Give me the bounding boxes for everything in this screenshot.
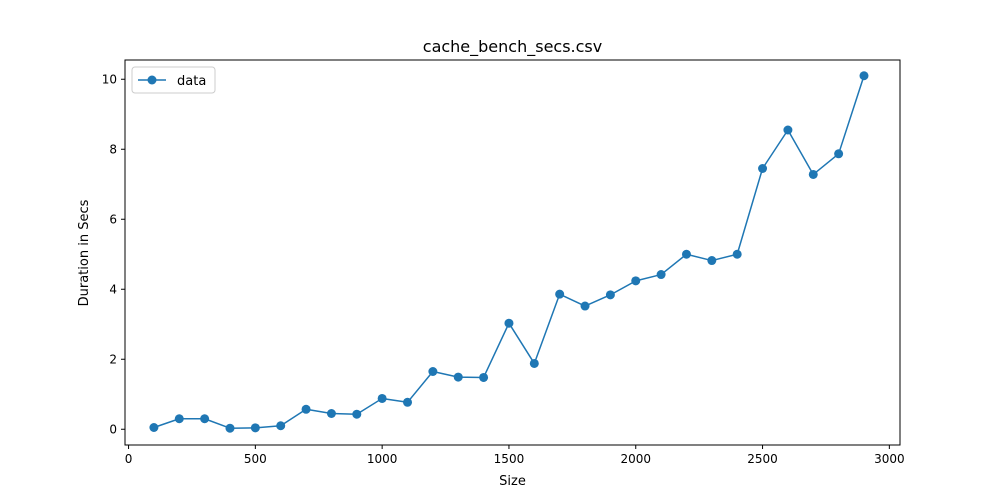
data-point bbox=[403, 397, 413, 407]
data-point bbox=[326, 409, 336, 418]
data-point bbox=[200, 414, 210, 424]
data-point bbox=[225, 423, 235, 433]
x-axis-label: Size bbox=[499, 474, 526, 489]
plot-area: 0 500 1000 1500 2000 2500 3000 0 2 4 6 8 10 bbox=[102, 59, 905, 466]
y-tick-label: 4 bbox=[109, 282, 117, 296]
data-point bbox=[174, 414, 184, 424]
data-point bbox=[783, 125, 793, 135]
data-point bbox=[834, 149, 844, 159]
data-point bbox=[605, 290, 615, 300]
legend-marker-swatch bbox=[147, 75, 157, 85]
data-point bbox=[758, 164, 768, 173]
data-point bbox=[707, 256, 717, 266]
data-point bbox=[149, 423, 159, 432]
data-point bbox=[529, 358, 539, 368]
data-point bbox=[504, 318, 514, 328]
data-point bbox=[656, 270, 666, 280]
data-point bbox=[555, 289, 565, 299]
data-point bbox=[681, 249, 691, 259]
data-point bbox=[352, 409, 362, 419]
y-tick-label: 0 bbox=[109, 422, 117, 436]
data-point bbox=[732, 249, 742, 259]
chart-title: cache_bench_secs.csv bbox=[423, 37, 602, 57]
data-point bbox=[276, 421, 286, 431]
x-tick-label: 2500 bbox=[747, 452, 778, 466]
data-point bbox=[428, 367, 438, 376]
data-point bbox=[377, 393, 387, 403]
x-tick-label: 500 bbox=[244, 452, 267, 466]
y-axis-label: Duration in Secs bbox=[77, 199, 92, 306]
data-point bbox=[631, 276, 641, 286]
axes-frame bbox=[124, 59, 901, 446]
x-tick-label: 2000 bbox=[620, 452, 651, 466]
data-point bbox=[580, 301, 590, 311]
y-tick-label: 6 bbox=[109, 212, 117, 226]
y-tick-label: 8 bbox=[109, 142, 117, 156]
x-tick-label: 3000 bbox=[874, 452, 905, 466]
data-point bbox=[808, 169, 818, 179]
legend-label-data: data bbox=[177, 74, 206, 89]
x-tick-label: 1000 bbox=[367, 452, 398, 466]
data-point bbox=[479, 372, 489, 382]
data-point bbox=[453, 372, 463, 382]
legend-box bbox=[131, 66, 216, 94]
legend: data bbox=[131, 66, 216, 94]
x-tick-label: 1500 bbox=[494, 452, 525, 466]
data-point bbox=[250, 423, 260, 433]
data-point bbox=[301, 404, 311, 414]
data-point bbox=[859, 71, 869, 81]
y-tick-label: 2 bbox=[109, 352, 117, 366]
y-tick-label: 10 bbox=[102, 72, 117, 86]
x-tick-label: 0 bbox=[125, 452, 133, 466]
